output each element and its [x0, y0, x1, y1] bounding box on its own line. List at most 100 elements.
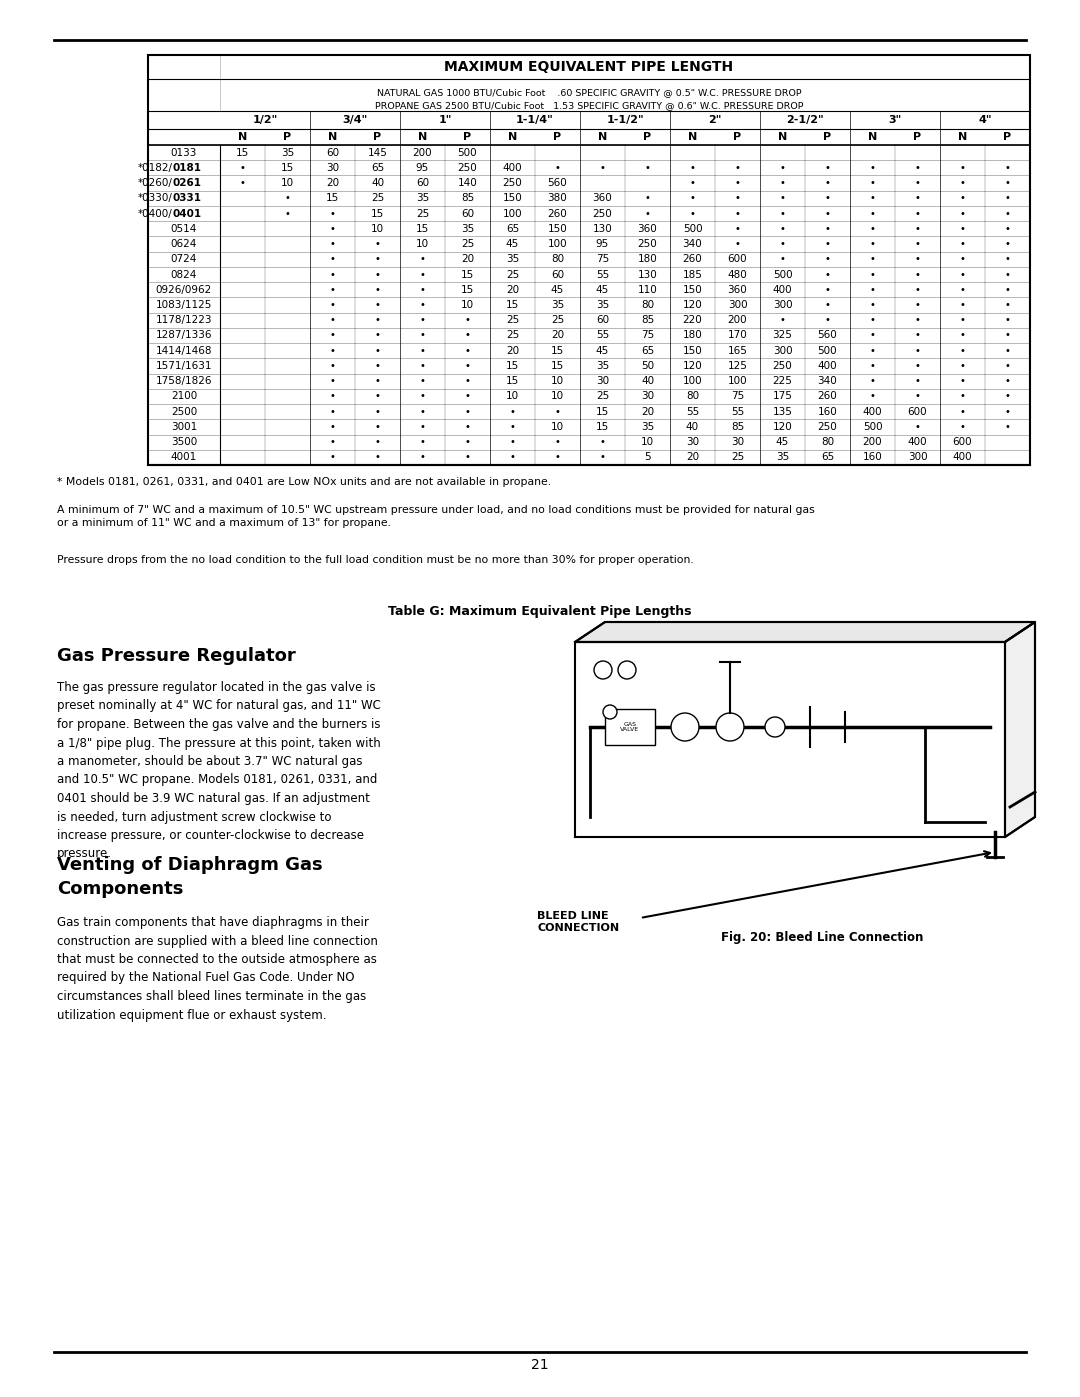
Text: •: •: [689, 193, 696, 204]
Bar: [148, 221, 220, 236]
Text: •: •: [419, 270, 426, 279]
Text: •: •: [959, 270, 966, 279]
Text: •: •: [869, 316, 876, 326]
Text: •: •: [824, 208, 831, 218]
Bar: [148, 54, 1030, 465]
Text: •: •: [780, 254, 785, 264]
Text: 30: 30: [731, 437, 744, 447]
Circle shape: [716, 712, 744, 740]
Text: •: •: [915, 193, 920, 204]
Text: •: •: [419, 345, 426, 356]
Text: •: •: [375, 239, 380, 249]
Text: •: •: [375, 254, 380, 264]
Text: 35: 35: [775, 453, 789, 462]
Text: N: N: [868, 131, 877, 142]
Text: P: P: [283, 131, 292, 142]
Text: •: •: [599, 453, 606, 462]
Text: 0824: 0824: [171, 270, 198, 279]
Text: 4001: 4001: [171, 453, 198, 462]
Text: 3": 3": [889, 115, 902, 124]
Bar: [220, 161, 1030, 176]
Text: 2100: 2100: [171, 391, 198, 401]
Text: •: •: [1004, 331, 1011, 341]
Text: •: •: [915, 376, 920, 386]
Text: •: •: [734, 239, 741, 249]
Text: 15: 15: [505, 300, 519, 310]
Text: •: •: [419, 254, 426, 264]
Text: •: •: [824, 300, 831, 310]
Text: •: •: [734, 177, 741, 189]
Text: 300: 300: [907, 453, 928, 462]
Text: 45: 45: [775, 437, 789, 447]
Text: 10: 10: [640, 437, 654, 447]
Text: •: •: [689, 163, 696, 173]
Text: •: •: [869, 208, 876, 218]
Text: •: •: [869, 177, 876, 189]
Text: 55: 55: [731, 407, 744, 416]
Text: 45: 45: [551, 285, 564, 295]
Text: •: •: [1004, 224, 1011, 233]
Text: 2": 2": [708, 115, 721, 124]
Text: •: •: [599, 163, 606, 173]
Polygon shape: [575, 622, 1035, 643]
Bar: [148, 404, 220, 419]
Text: •: •: [375, 437, 380, 447]
Bar: [605, 710, 654, 745]
Bar: [220, 221, 1030, 236]
Text: •: •: [1004, 360, 1011, 372]
Bar: [220, 404, 1030, 419]
Bar: [220, 298, 1030, 313]
Text: •: •: [599, 437, 606, 447]
Text: •: •: [734, 193, 741, 204]
Text: •: •: [464, 437, 471, 447]
Text: *0260/: *0260/: [138, 177, 173, 189]
Text: •: •: [915, 177, 920, 189]
Text: •: •: [329, 300, 336, 310]
Text: •: •: [329, 453, 336, 462]
Text: 15: 15: [461, 285, 474, 295]
Text: P: P: [553, 131, 562, 142]
Text: •: •: [689, 208, 696, 218]
Text: 1-1/4": 1-1/4": [516, 115, 554, 124]
Text: •: •: [959, 239, 966, 249]
Text: •: •: [329, 224, 336, 233]
Text: 500: 500: [458, 148, 477, 158]
Text: N: N: [418, 131, 427, 142]
Text: •: •: [869, 254, 876, 264]
Text: •: •: [959, 331, 966, 341]
Text: 15: 15: [370, 208, 384, 218]
Text: 100: 100: [502, 208, 523, 218]
Text: 15: 15: [596, 407, 609, 416]
Text: 50: 50: [640, 360, 654, 372]
Bar: [220, 359, 1030, 373]
Text: 20: 20: [505, 345, 519, 356]
Text: •: •: [959, 193, 966, 204]
Text: •: •: [1004, 376, 1011, 386]
Text: 200: 200: [413, 148, 432, 158]
Text: *0400/: *0400/: [138, 208, 173, 218]
Text: •: •: [689, 177, 696, 189]
Text: •: •: [824, 254, 831, 264]
Text: 10: 10: [461, 300, 474, 310]
Text: •: •: [869, 345, 876, 356]
Text: •: •: [824, 285, 831, 295]
Text: •: •: [780, 163, 785, 173]
Text: 1758/1826: 1758/1826: [156, 376, 213, 386]
Text: 15: 15: [596, 422, 609, 432]
Text: 45: 45: [596, 345, 609, 356]
Text: •: •: [824, 193, 831, 204]
Text: 10: 10: [505, 391, 519, 401]
Text: 30: 30: [686, 437, 699, 447]
Text: 15: 15: [551, 360, 564, 372]
Bar: [220, 282, 1030, 298]
Polygon shape: [1005, 622, 1035, 837]
Text: 260: 260: [818, 391, 837, 401]
Text: •: •: [869, 391, 876, 401]
Text: •: •: [329, 285, 336, 295]
Text: •: •: [824, 224, 831, 233]
Text: 130: 130: [593, 224, 612, 233]
Text: 15: 15: [505, 376, 519, 386]
Text: •: •: [1004, 208, 1011, 218]
Text: •: •: [329, 376, 336, 386]
Text: •: •: [915, 316, 920, 326]
